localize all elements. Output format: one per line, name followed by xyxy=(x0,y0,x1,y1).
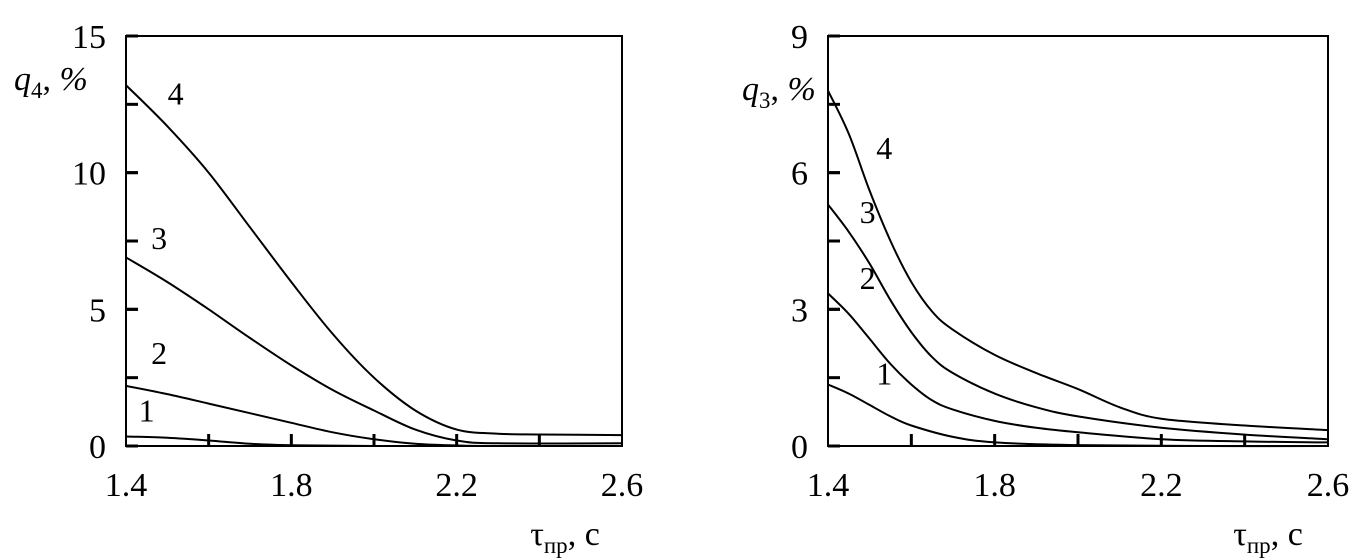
y-tick-label: 10 xyxy=(72,156,106,193)
series-line-2 xyxy=(827,292,1329,444)
curve-label-4: 4 xyxy=(168,75,184,111)
curve-label-2: 2 xyxy=(860,260,876,296)
x-tick-label: 2.2 xyxy=(1140,467,1183,504)
curve-label-4: 4 xyxy=(876,130,892,166)
y-tick-label: 5 xyxy=(89,292,106,329)
series-line-3 xyxy=(827,203,1329,441)
plot-frame xyxy=(827,35,1329,447)
curve-label-2: 2 xyxy=(151,335,167,371)
y-tick-label: 6 xyxy=(791,156,808,193)
plot-frame xyxy=(125,35,623,447)
series-line-1 xyxy=(827,383,1329,448)
curve-label-1: 1 xyxy=(876,356,892,392)
chart-panel-1: 0 5 10 15 1.4 1.8 2.2 2.6 q4, % τпр, с 1 2 3 4 xyxy=(14,19,643,558)
x-tick-label: 2.6 xyxy=(601,467,644,504)
x-tick-label: 1.4 xyxy=(105,467,148,504)
curve-label-3: 3 xyxy=(860,194,876,230)
x-tick-label: 1.8 xyxy=(973,467,1016,504)
y-tick-label: 9 xyxy=(791,19,808,56)
series-line-4 xyxy=(125,84,623,437)
y-axis-title: q3, % xyxy=(742,71,816,113)
x-tick-label: 1.4 xyxy=(807,467,850,504)
y-tick-label: 0 xyxy=(89,429,106,466)
x-tick-label: 1.8 xyxy=(270,467,313,504)
x-axis-title: τпр, с xyxy=(530,516,600,558)
curve-label-3: 3 xyxy=(151,220,167,256)
y-tick-label: 15 xyxy=(72,19,106,56)
series-line-2 xyxy=(125,384,623,448)
curve-label-1: 1 xyxy=(139,392,155,428)
x-tick-label: 2.6 xyxy=(1307,467,1350,504)
series-line-4 xyxy=(827,90,1329,432)
y-axis-title: q4, % xyxy=(14,61,88,103)
y-tick-label: 3 xyxy=(791,292,808,329)
x-tick-label: 2.2 xyxy=(435,467,478,504)
x-axis-title: τпр, с xyxy=(1233,516,1303,558)
y-tick-label: 0 xyxy=(791,429,808,466)
series-line-3 xyxy=(125,256,623,445)
